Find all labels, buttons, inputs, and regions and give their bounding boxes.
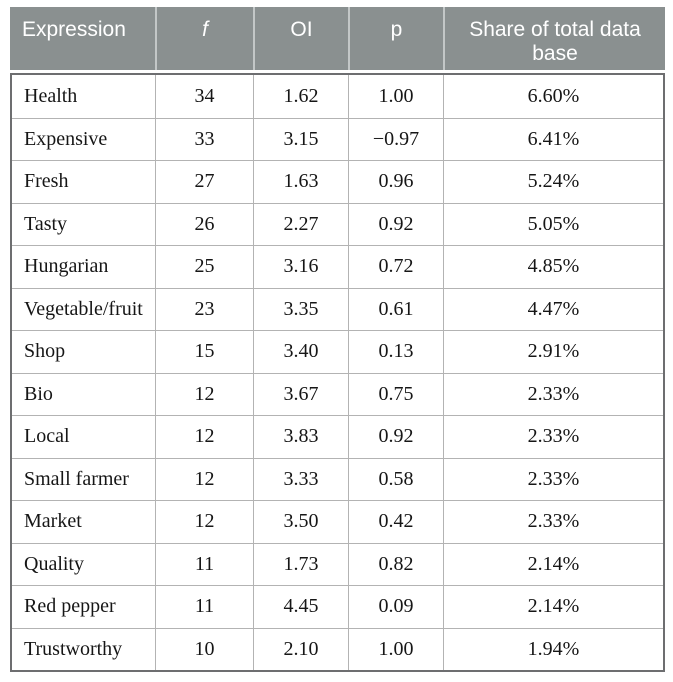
- cell-p: 1.00: [348, 628, 443, 670]
- cell-f: 33: [155, 118, 253, 160]
- table-row: Trustworthy 10 2.10 1.00 1.94%: [12, 627, 663, 670]
- cell-oi: 3.40: [253, 331, 348, 373]
- cell-oi: 2.27: [253, 203, 348, 245]
- cell-oi: 2.10: [253, 628, 348, 670]
- cell-p: 0.92: [348, 416, 443, 458]
- cell-share: 1.94%: [443, 628, 663, 670]
- cell-share: 2.33%: [443, 458, 663, 500]
- cell-expression: Fresh: [24, 170, 69, 193]
- cell-share: 6.41%: [443, 118, 663, 160]
- cell-oi: 3.50: [253, 501, 348, 543]
- cell-p: 0.72: [348, 246, 443, 288]
- table-row: Fresh 27 1.63 0.96 5.24%: [12, 160, 663, 203]
- column-header-expression: Expression: [22, 18, 126, 41]
- column-header-p: p: [348, 7, 443, 70]
- cell-f: 10: [155, 628, 253, 670]
- cell-share: 6.60%: [443, 75, 663, 118]
- cell-f: 12: [155, 416, 253, 458]
- cell-p: 0.61: [348, 288, 443, 330]
- cell-p: 0.58: [348, 458, 443, 500]
- cell-expression: Vegetable/fruit: [24, 297, 143, 320]
- cell-f: 11: [155, 543, 253, 585]
- cell-p: 0.42: [348, 501, 443, 543]
- cell-f: 15: [155, 331, 253, 373]
- cell-f: 25: [155, 246, 253, 288]
- cell-expression: Local: [24, 425, 70, 448]
- cell-expression: Trustworthy: [24, 637, 123, 660]
- cell-p: 0.82: [348, 543, 443, 585]
- cell-share: 2.14%: [443, 543, 663, 585]
- cell-p: 0.96: [348, 161, 443, 203]
- header-body-gap: [10, 70, 665, 73]
- cell-share: 4.85%: [443, 246, 663, 288]
- cell-share: 2.14%: [443, 586, 663, 628]
- cell-f: 12: [155, 501, 253, 543]
- cell-f: 23: [155, 288, 253, 330]
- cell-f: 11: [155, 586, 253, 628]
- table-row: Red pepper 11 4.45 0.09 2.14%: [12, 585, 663, 628]
- cell-oi: 3.67: [253, 373, 348, 415]
- cell-share: 2.33%: [443, 501, 663, 543]
- expression-frequency-table: Expression f OI p Share of total data ba…: [10, 7, 665, 672]
- cell-expression: Small farmer: [24, 467, 129, 490]
- table-row: Vegetable/fruit 23 3.35 0.61 4.47%: [12, 287, 663, 330]
- cell-oi: 3.83: [253, 416, 348, 458]
- cell-p: −0.97: [348, 118, 443, 160]
- cell-oi: 3.16: [253, 246, 348, 288]
- cell-p: 0.13: [348, 331, 443, 373]
- cell-oi: 4.45: [253, 586, 348, 628]
- table-header-row: Expression f OI p Share of total data ba…: [10, 7, 665, 70]
- column-header-oi: OI: [253, 7, 348, 70]
- cell-oi: 3.15: [253, 118, 348, 160]
- table-row: Health 34 1.62 1.00 6.60%: [12, 75, 663, 118]
- cell-oi: 3.35: [253, 288, 348, 330]
- table-row: Hungarian 25 3.16 0.72 4.85%: [12, 245, 663, 288]
- cell-share: 5.24%: [443, 161, 663, 203]
- cell-f: 34: [155, 75, 253, 118]
- cell-f: 26: [155, 203, 253, 245]
- cell-expression: Hungarian: [24, 255, 109, 278]
- table-row: Bio 12 3.67 0.75 2.33%: [12, 372, 663, 415]
- column-header-share: Share of total data base: [443, 7, 665, 70]
- cell-oi: 1.63: [253, 161, 348, 203]
- cell-p: 0.75: [348, 373, 443, 415]
- cell-f: 27: [155, 161, 253, 203]
- cell-expression: Red pepper: [24, 595, 116, 618]
- table-row: Expensive 33 3.15 −0.97 6.41%: [12, 117, 663, 160]
- cell-f: 12: [155, 373, 253, 415]
- cell-p: 1.00: [348, 75, 443, 118]
- cell-share: 4.47%: [443, 288, 663, 330]
- cell-expression: Expensive: [24, 127, 108, 150]
- cell-expression: Shop: [24, 340, 66, 363]
- cell-expression: Tasty: [24, 212, 68, 235]
- table-row: Quality 11 1.73 0.82 2.14%: [12, 542, 663, 585]
- cell-share: 2.33%: [443, 373, 663, 415]
- cell-share: 2.33%: [443, 416, 663, 458]
- table-row: Shop 15 3.40 0.13 2.91%: [12, 330, 663, 373]
- column-header-f: f: [155, 7, 253, 70]
- cell-f: 12: [155, 458, 253, 500]
- cell-expression: Bio: [24, 382, 53, 405]
- cell-expression: Market: [24, 510, 82, 533]
- cell-p: 0.09: [348, 586, 443, 628]
- cell-oi: 3.33: [253, 458, 348, 500]
- table-row: Market 12 3.50 0.42 2.33%: [12, 500, 663, 543]
- cell-p: 0.92: [348, 203, 443, 245]
- cell-share: 5.05%: [443, 203, 663, 245]
- cell-oi: 1.73: [253, 543, 348, 585]
- table-row: Tasty 26 2.27 0.92 5.05%: [12, 202, 663, 245]
- cell-expression: Health: [24, 84, 78, 107]
- cell-expression: Quality: [24, 552, 84, 575]
- table-body: Health 34 1.62 1.00 6.60% Expensive 33 3…: [10, 73, 665, 672]
- table-row: Small farmer 12 3.33 0.58 2.33%: [12, 457, 663, 500]
- cell-oi: 1.62: [253, 75, 348, 118]
- cell-share: 2.91%: [443, 331, 663, 373]
- table-row: Local 12 3.83 0.92 2.33%: [12, 415, 663, 458]
